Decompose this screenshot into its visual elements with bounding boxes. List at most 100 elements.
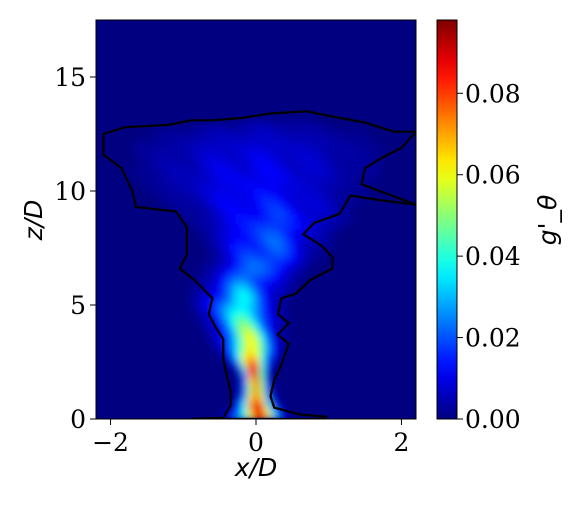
heatmap-cell <box>264 313 272 320</box>
heatmap-cell <box>276 138 283 144</box>
heatmap-cell <box>229 238 237 245</box>
heatmap-cell <box>276 223 283 229</box>
heatmap-cell <box>229 228 237 235</box>
heatmap-cell <box>165 178 173 184</box>
heatmap-cell <box>317 228 324 235</box>
heatmap-cell <box>357 128 365 134</box>
heatmap-cell <box>247 403 254 410</box>
heatmap-cell <box>334 168 341 174</box>
heatmap-cell <box>229 193 237 199</box>
heatmap-cell <box>194 133 202 139</box>
heatmap-cell <box>247 278 254 285</box>
heatmap-cell <box>200 233 208 240</box>
heatmap-cell <box>189 193 196 199</box>
heatmap-cell <box>253 278 260 285</box>
heatmap-cell <box>224 258 231 265</box>
heatmap-cell <box>224 128 231 134</box>
heatmap-cell <box>247 358 254 365</box>
heatmap-cell <box>241 198 248 204</box>
heatmap-cell <box>241 403 248 410</box>
heatmap-cell <box>264 383 272 390</box>
heatmap-cell <box>270 278 277 285</box>
heatmap-cell <box>264 218 272 224</box>
heatmap-cell <box>171 158 179 164</box>
heatmap-cell <box>270 343 277 350</box>
heatmap-cell <box>282 138 289 144</box>
heatmap-cell <box>206 228 213 235</box>
heatmap-cell <box>212 293 219 300</box>
heatmap-cell <box>247 223 254 229</box>
heatmap-cell <box>224 273 231 280</box>
heatmap-cell <box>334 163 341 169</box>
heatmap-cell <box>130 148 138 154</box>
heatmap-cell <box>241 273 248 280</box>
heatmap-cell <box>264 233 272 240</box>
heatmap-cell <box>241 298 248 305</box>
heatmap-cell <box>293 188 301 194</box>
heatmap-cell <box>288 223 295 229</box>
heatmap-cell <box>171 148 179 154</box>
heatmap-cell <box>247 348 254 355</box>
heatmap-cell <box>212 258 219 265</box>
heatmap-cell <box>218 413 225 419</box>
heatmap-cell <box>247 293 254 300</box>
heatmap-cell <box>229 203 237 209</box>
heatmap-cell <box>317 233 324 240</box>
heatmap-cell <box>264 408 272 415</box>
heatmap-cell <box>253 368 260 375</box>
heatmap-cell <box>142 178 149 184</box>
heatmap-cell <box>253 328 260 335</box>
heatmap-cell <box>352 138 359 144</box>
heatmap-cell <box>363 168 371 174</box>
heatmap-cell <box>241 233 248 240</box>
heatmap-cell <box>322 163 330 169</box>
heatmap-cell <box>276 243 283 250</box>
heatmap-cell <box>264 208 272 214</box>
heatmap-cell <box>212 143 219 149</box>
heatmap-layer <box>125 118 382 419</box>
heatmap-cell <box>194 273 202 280</box>
heatmap-cell <box>322 153 330 159</box>
heatmap-cell <box>322 148 330 154</box>
heatmap-cell <box>235 283 243 290</box>
heatmap-cell <box>352 133 359 139</box>
heatmap-cell <box>229 333 237 340</box>
heatmap-cell <box>352 168 359 174</box>
heatmap-cell <box>241 248 248 255</box>
heatmap-cell <box>224 138 231 144</box>
heatmap-cell <box>282 188 289 194</box>
heatmap-cell <box>258 378 266 385</box>
heatmap-cell <box>264 173 272 179</box>
heatmap-cell <box>206 268 213 275</box>
heatmap-cell <box>264 223 272 229</box>
heatmap-cell <box>270 388 277 395</box>
heatmap-cell <box>276 228 283 235</box>
heatmap-cell <box>212 318 219 325</box>
heatmap-cell <box>264 263 272 270</box>
heatmap-cell <box>299 258 307 265</box>
heatmap-cell <box>200 308 208 315</box>
heatmap-cell <box>235 123 243 129</box>
heatmap-cell <box>200 278 208 285</box>
heatmap-cell <box>264 248 272 255</box>
heatmap-cell <box>270 148 277 154</box>
heatmap-cell <box>264 153 272 159</box>
heatmap-cell <box>235 323 243 330</box>
heatmap-cell <box>317 143 324 149</box>
heatmap-cell <box>258 218 266 224</box>
heatmap-cell <box>253 263 260 270</box>
heatmap-cell <box>270 298 277 305</box>
heatmap-cell <box>282 213 289 219</box>
heatmap-cell <box>154 193 161 199</box>
heatmap-cell <box>171 128 179 134</box>
heatmap-cell <box>270 193 277 199</box>
heatmap-cell <box>194 123 202 129</box>
heatmap-cell <box>253 403 260 410</box>
heatmap-cell <box>258 123 266 129</box>
heatmap-cell <box>224 158 231 164</box>
heatmap-cell <box>136 168 144 174</box>
heatmap-cell <box>340 128 347 134</box>
heatmap-cell <box>311 138 318 144</box>
heatmap-cell <box>206 178 213 184</box>
heatmap-cell <box>282 128 289 134</box>
